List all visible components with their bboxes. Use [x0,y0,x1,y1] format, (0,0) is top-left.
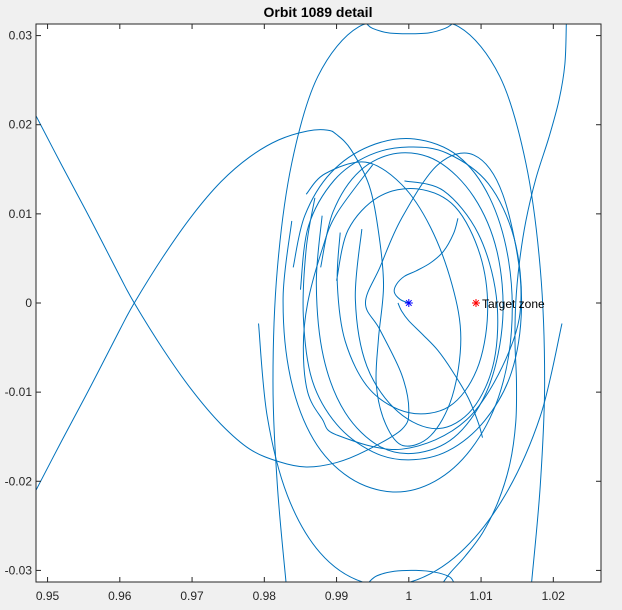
marker-1 [404,299,413,307]
orbit-series-line-11 [282,138,513,493]
x-tick-label: 1.02 [542,589,566,603]
orbit-series-line-6 [258,323,563,582]
x-tick-label: 1 [405,589,412,603]
orbit-series-line-12 [443,24,567,582]
y-tick-label: 0.03 [9,29,33,43]
y-tick-label: -0.03 [5,563,33,577]
orbit-series-line-1 [36,115,522,468]
x-tick-label: 0.98 [253,589,277,603]
x-axis: 0.95 0.96 0.97 0.98 0.99 1 1.01 1.02 [36,24,565,603]
y-tick-label: 0 [25,296,32,310]
x-tick-label: 0.97 [180,589,204,603]
marker-2 [472,299,481,307]
orbit-series-line-13 [366,24,453,35]
markers-layer: Target zone [404,297,545,311]
y-tick-label: 0.01 [9,207,33,221]
marker-label-2: Target zone [482,297,545,311]
x-tick-label: 1.01 [469,589,493,603]
orbit-series-line-2 [36,129,462,491]
chart-title: Orbit 1089 detail [264,4,373,20]
y-tick-label: -0.01 [5,385,33,399]
y-tick-label: -0.02 [5,474,33,488]
orbit-series-line-3 [393,218,459,304]
orbit-series-line-10 [354,180,499,430]
orbit-series-line-4 [397,302,483,438]
plot-area [36,24,601,582]
x-tick-label: 0.95 [36,589,60,603]
orbit-series-line-7 [299,146,523,461]
orbit-series-line-5 [272,24,546,582]
orbit-series-line-8 [336,187,489,415]
orbit-curves [36,24,567,582]
y-axis: -0.03 -0.02 -0.01 0 0.01 0.02 0.03 [5,29,601,577]
x-tick-label: 0.96 [108,589,132,603]
orbit-series-line-9 [315,152,504,455]
x-tick-label: 0.99 [325,589,349,603]
y-tick-label: 0.02 [9,118,33,132]
orbit-series-line-14 [368,569,455,582]
